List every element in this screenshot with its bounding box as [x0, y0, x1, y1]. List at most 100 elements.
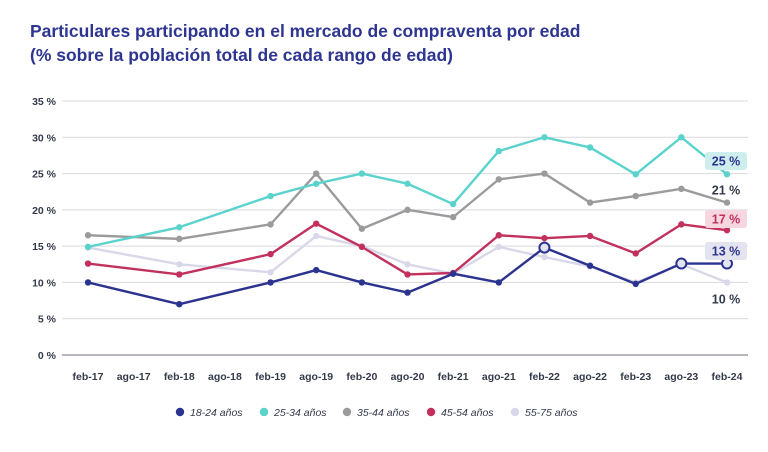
data-point	[404, 289, 411, 296]
data-point	[678, 185, 685, 193]
data-point	[358, 225, 366, 232]
end-label-bg	[705, 152, 747, 170]
data-point	[586, 232, 594, 240]
data-point	[449, 200, 457, 208]
y-axis-ticks: 0 % 5 % 10 % 15 % 20 % 25 % 30 % 35 %	[32, 96, 57, 362]
legend-marker	[342, 407, 352, 417]
data-point	[267, 269, 274, 276]
grid-lines	[62, 100, 748, 356]
x-tick-label: feb-20	[346, 371, 377, 383]
data-point	[449, 213, 457, 221]
x-tick-label: ago-20	[391, 371, 425, 383]
end-label-group: 25 %	[705, 152, 747, 170]
data-point	[723, 226, 731, 234]
legend-item: 35-44 años	[342, 407, 410, 419]
data-point	[404, 206, 411, 214]
x-tick-label: feb-23	[620, 371, 651, 383]
series-35-44-aos	[84, 170, 731, 243]
data-point	[495, 147, 502, 155]
y-tick-label: 30 %	[32, 132, 57, 144]
data-point	[721, 257, 733, 270]
end-label: 25 %	[712, 155, 741, 169]
data-point	[84, 232, 92, 239]
x-tick-label: ago-17	[117, 371, 151, 383]
x-axis-ticks: feb-17 ago-17 feb-18 ago-18 feb-19 ago-19 feb-…	[73, 371, 743, 383]
x-tick-label: feb-22	[529, 371, 560, 383]
data-point	[176, 301, 183, 308]
legend-label: 45-54 años	[441, 407, 494, 419]
data-point	[176, 235, 183, 243]
legend: 18-24 años 25-34 años 35-44 años 45-54 años…	[175, 407, 578, 419]
series-25-34-aos	[84, 134, 731, 251]
y-tick-label: 5 %	[38, 314, 57, 326]
data-point	[84, 260, 92, 267]
end-label-group: 10 %	[712, 293, 741, 307]
legend-item: 55-75 años	[510, 407, 578, 419]
end-label: 21 %	[712, 184, 741, 198]
y-tick-label: 25 %	[32, 169, 57, 181]
data-point	[358, 243, 366, 251]
x-tick-label: feb-24	[712, 371, 743, 383]
chart-title-main: Particulares participando en el mercado …	[30, 21, 581, 41]
x-tick-label: ago-18	[208, 371, 242, 383]
data-point	[723, 171, 731, 178]
y-tick-label: 0 %	[38, 350, 57, 362]
data-point	[632, 250, 639, 257]
data-point	[404, 261, 411, 268]
data-point	[723, 199, 731, 206]
data-point	[358, 170, 366, 177]
data-point	[495, 176, 502, 183]
end-label: 17 %	[712, 213, 741, 227]
legend-marker	[426, 407, 436, 417]
end-label-group: 13 %	[705, 242, 747, 260]
end-label-bg	[705, 210, 747, 228]
data-point	[358, 279, 366, 286]
data-point	[541, 234, 548, 242]
data-point	[678, 134, 685, 141]
series-line	[87, 136, 728, 249]
series-layer	[84, 134, 733, 308]
data-point	[586, 199, 594, 206]
data-point	[84, 243, 92, 251]
y-tick-label: 20 %	[32, 205, 57, 217]
data-point	[313, 266, 320, 274]
x-tick-label: feb-21	[438, 371, 469, 383]
end-label: 10 %	[712, 293, 741, 307]
legend-item: 45-54 años	[426, 407, 494, 419]
data-point	[541, 170, 548, 177]
y-tick-label: 15 %	[32, 241, 57, 253]
data-point	[723, 279, 731, 286]
data-point	[541, 253, 548, 261]
series-18-24-aos	[84, 241, 733, 308]
data-point	[586, 262, 594, 269]
data-point	[84, 279, 92, 286]
data-point	[449, 270, 457, 277]
data-point	[267, 250, 274, 258]
data-point	[678, 221, 685, 228]
data-point	[313, 220, 320, 227]
legend-marker	[259, 407, 269, 417]
data-point	[404, 271, 411, 278]
legend-label: 18-24 años	[190, 407, 243, 419]
data-point	[176, 224, 183, 231]
legend-marker	[510, 407, 520, 417]
data-point	[632, 192, 639, 200]
data-point	[313, 232, 320, 240]
legend-label: 55-75 años	[525, 407, 578, 419]
x-tick-label: feb-19	[255, 371, 286, 383]
data-point	[632, 171, 639, 178]
x-tick-label: feb-18	[164, 371, 195, 383]
data-point	[632, 280, 639, 288]
data-point	[313, 180, 320, 187]
x-tick-label: feb-17	[73, 371, 104, 383]
chart-subtitle: (% sobre la población total de cada rang…	[30, 45, 453, 65]
data-point	[495, 232, 502, 239]
data-point	[313, 170, 320, 177]
end-label-bg	[705, 242, 747, 260]
data-point	[176, 261, 183, 268]
end-label-group: 21 %	[712, 184, 741, 198]
data-point	[675, 257, 688, 270]
x-tick-label: ago-21	[482, 371, 516, 383]
data-point	[541, 134, 548, 141]
